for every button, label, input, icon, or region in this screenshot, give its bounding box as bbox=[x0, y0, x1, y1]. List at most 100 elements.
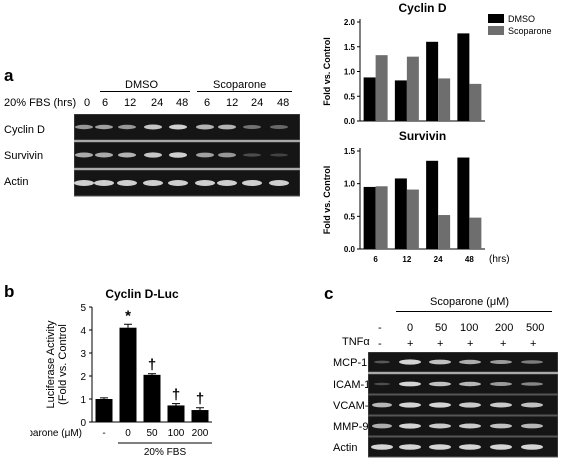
band bbox=[196, 152, 214, 158]
timepoint-label: 24 bbox=[251, 97, 264, 109]
y-tick-label: 1.0 bbox=[344, 68, 356, 77]
bar-scoparone bbox=[469, 83, 482, 121]
band bbox=[459, 381, 481, 387]
chart-cyclin-d-luc: Cyclin D-Luc Luciferase Activity (Fold vs.… bbox=[30, 287, 212, 458]
bar-dmso bbox=[426, 160, 439, 249]
band bbox=[169, 124, 187, 130]
y-tick-label: 2.0 bbox=[344, 18, 356, 27]
y-tick-label: 3 bbox=[80, 349, 86, 360]
bar-dmso bbox=[457, 157, 470, 249]
band bbox=[490, 360, 512, 364]
panel-a-gel-image bbox=[74, 114, 300, 197]
bar-scoparone bbox=[406, 56, 419, 121]
legend-label-scoparone: Scoparone bbox=[508, 26, 552, 36]
significance-mark: † bbox=[148, 357, 156, 374]
band bbox=[399, 359, 421, 365]
band bbox=[371, 444, 393, 450]
panel-a-letter: a bbox=[4, 66, 14, 85]
band bbox=[399, 444, 421, 450]
band bbox=[521, 382, 543, 386]
x-tick-label: 48 bbox=[465, 255, 474, 264]
row-label-icam-1: ICAM-1 bbox=[333, 379, 371, 391]
y-tick-label: 1 bbox=[80, 395, 86, 406]
bar bbox=[191, 410, 209, 422]
fbs-group-label: 20% FBS bbox=[144, 447, 187, 458]
band bbox=[374, 360, 390, 364]
band bbox=[75, 124, 93, 130]
band bbox=[169, 152, 187, 158]
bar-dmso bbox=[426, 41, 439, 121]
x-row-label: Scoparone (μM) bbox=[30, 428, 82, 439]
y-tick-label: 5 bbox=[80, 303, 86, 314]
band bbox=[195, 180, 215, 186]
band bbox=[459, 423, 481, 429]
chart-survivin: Survivin Fold vs. Control 0.0 0.5 1.0 1.5 6 12 2… bbox=[322, 129, 510, 265]
y-tick-label: 4 bbox=[80, 326, 86, 337]
fbs-hrs-label: 20% FBS (hrs) bbox=[4, 97, 77, 109]
control-timepoint: 0 bbox=[84, 97, 91, 109]
band bbox=[168, 180, 188, 186]
y-axis-label: Luciferase Activity bbox=[45, 320, 57, 409]
row-label-actin: Actin bbox=[333, 442, 358, 454]
panel-c-gel-image bbox=[368, 352, 558, 458]
x-axis-label: (hrs) bbox=[489, 254, 510, 265]
conc-label: 0 bbox=[407, 322, 414, 334]
y-tick-label: 0 bbox=[80, 418, 86, 429]
band bbox=[218, 124, 236, 130]
band bbox=[95, 124, 113, 130]
band bbox=[374, 382, 390, 386]
bar-scoparone bbox=[375, 186, 388, 249]
bar bbox=[95, 399, 113, 422]
band bbox=[490, 444, 512, 450]
band bbox=[459, 402, 481, 408]
bar bbox=[167, 405, 185, 422]
band bbox=[372, 423, 392, 429]
tnf-mark: + bbox=[500, 338, 507, 350]
band bbox=[429, 402, 451, 408]
band bbox=[144, 124, 162, 130]
scoparone-um-label: Scoparone (μM) bbox=[430, 296, 510, 308]
tnf-mark: - bbox=[378, 338, 382, 350]
timepoint-label: 48 bbox=[277, 97, 290, 109]
group-label-scoparone: Scoparone bbox=[213, 79, 267, 91]
y-tick-label: 1.0 bbox=[344, 180, 356, 189]
timepoint-label: 6 bbox=[204, 97, 211, 109]
row-label-cyclin-d: Cyclin D bbox=[4, 124, 45, 136]
band bbox=[217, 180, 237, 186]
panel-c-letter: c bbox=[324, 284, 334, 303]
group-line-dmso bbox=[100, 91, 190, 92]
band bbox=[429, 381, 451, 387]
band bbox=[429, 359, 451, 365]
band bbox=[490, 402, 512, 408]
y-tick-label: 0.0 bbox=[344, 117, 356, 126]
band bbox=[243, 125, 261, 129]
band bbox=[429, 444, 451, 450]
y-tick-label: 0.5 bbox=[344, 212, 356, 221]
band bbox=[218, 152, 236, 158]
band bbox=[117, 180, 137, 186]
y-tick-label: 0.5 bbox=[344, 92, 356, 101]
band bbox=[74, 180, 94, 186]
x-tick-label: 100 bbox=[168, 428, 185, 439]
bar-scoparone bbox=[469, 217, 482, 249]
band bbox=[196, 124, 214, 130]
conc-label: 100 bbox=[460, 322, 479, 334]
timepoint-label: 24 bbox=[151, 97, 164, 109]
timepoint-label: 48 bbox=[176, 97, 189, 109]
band bbox=[490, 382, 512, 386]
band bbox=[521, 402, 543, 408]
legend-swatch-scoparone bbox=[488, 26, 504, 35]
band bbox=[118, 124, 136, 130]
bar-dmso bbox=[457, 33, 470, 122]
x-tick-label: - bbox=[102, 428, 105, 439]
band bbox=[429, 423, 451, 429]
band bbox=[372, 402, 392, 408]
conc-label: 50 bbox=[435, 322, 448, 334]
row-label-vcam-1: VCAM-1 bbox=[333, 400, 375, 412]
band bbox=[270, 153, 288, 157]
band bbox=[75, 152, 93, 158]
band bbox=[459, 444, 481, 450]
chart-title: Cyclin D bbox=[398, 1, 446, 15]
row-label-mcp-1: MCP-1 bbox=[333, 357, 368, 369]
bar bbox=[119, 327, 137, 422]
